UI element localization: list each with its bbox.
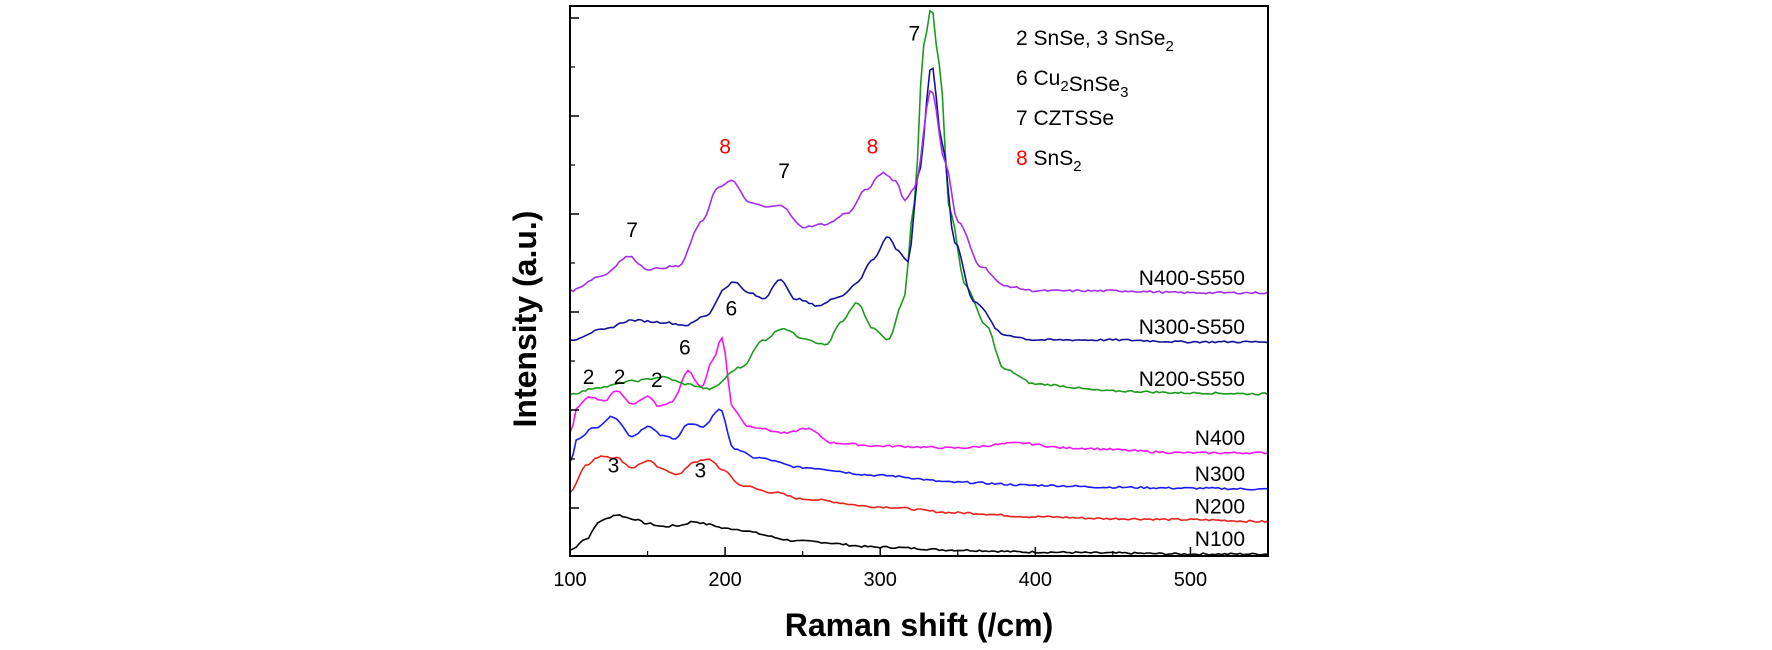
peak-annotation: 3	[694, 459, 706, 482]
series-line-n400	[569, 335, 1269, 455]
peak-annotation: 8	[867, 135, 879, 158]
peak-annotation: 2	[651, 369, 663, 392]
peak-annotation: 7	[626, 219, 638, 242]
legend: 2 SnSe, 3 SnSe2 6 Cu2SnSe3 7 CZTSSe 8 SnS2	[1016, 27, 1174, 175]
x-tick-label: 400	[1019, 569, 1052, 591]
series-label-n100: N100	[1195, 528, 1245, 551]
legend-entry: 7 CZTSSe	[1016, 107, 1114, 130]
x-tick-label: 100	[553, 569, 586, 591]
series-label-n200-s550: N200-S550	[1139, 368, 1245, 391]
peak-annotation: 2	[583, 366, 595, 389]
series-line-n200	[569, 455, 1269, 524]
peak-annotation: 2	[614, 366, 626, 389]
legend-entry: 6 Cu2SnSe3	[1016, 67, 1128, 101]
series-labels-group: N100 N200 N300 N400 N200-S550 N300-S550 N400-S…	[1139, 267, 1245, 551]
peak-annotation: 7	[909, 22, 921, 45]
series-label-n300: N300	[1195, 463, 1245, 486]
series-line-n400-s550	[569, 89, 1269, 295]
plot-frame	[569, 5, 1269, 557]
x-tick-label: 500	[1174, 569, 1207, 591]
x-axis-title: Raman shift (/cm)	[785, 607, 1053, 643]
x-tick-label: 200	[708, 569, 741, 591]
peak-annotation: 8	[719, 135, 731, 158]
legend-entry: 8 SnS2	[1016, 147, 1082, 175]
peak-annotation: 3	[608, 455, 620, 478]
series-line-n100	[569, 513, 1269, 556]
series-group	[569, 9, 1269, 556]
peak-annotation: 7	[778, 160, 790, 183]
peak-annotation: 6	[725, 297, 737, 320]
peak-annotation: 6	[679, 337, 691, 360]
x-tick-label: 300	[864, 569, 897, 591]
series-label-n400-s550: N400-S550	[1139, 267, 1245, 290]
series-label-n400: N400	[1195, 427, 1245, 450]
series-line-n300	[569, 408, 1268, 491]
series-line-n200-s550	[569, 9, 1269, 396]
series-label-n200: N200	[1195, 496, 1245, 519]
y-axis-title: Intensity (a.u.)	[507, 211, 543, 428]
series-label-n300-s550: N300-S550	[1139, 316, 1245, 339]
ticks-group: 100 200 300 400 500	[553, 17, 1207, 591]
legend-entry: 2 SnSe, 3 SnSe2	[1016, 27, 1174, 55]
